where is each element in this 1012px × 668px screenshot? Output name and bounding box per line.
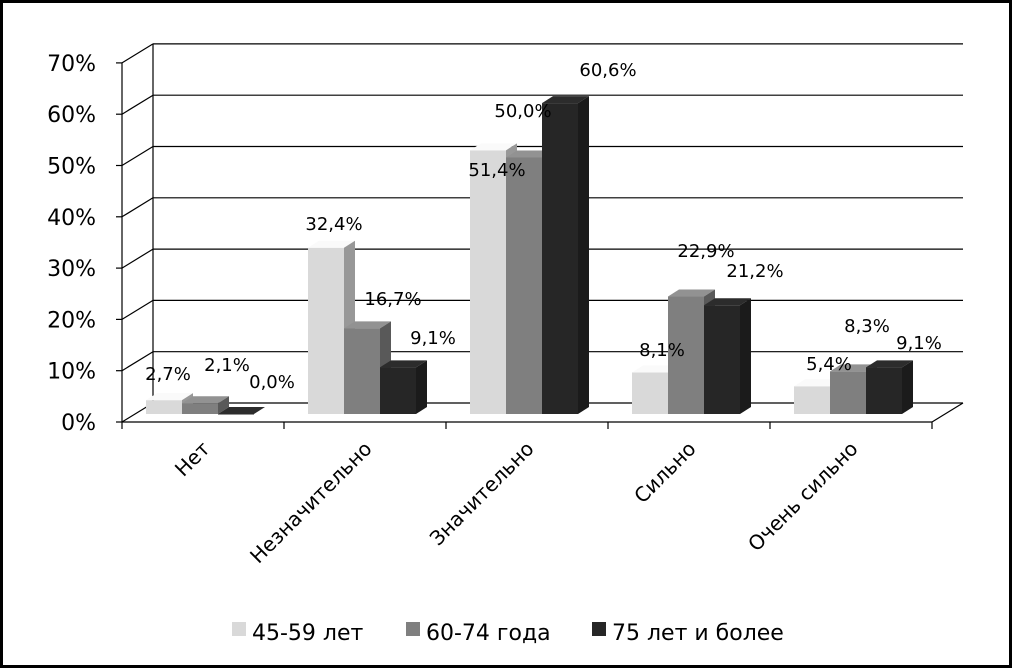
- y-tick-label: 20%: [47, 308, 96, 333]
- gridline-side: [121, 248, 154, 269]
- category-label: Очень сильно: [743, 437, 862, 556]
- gridline-side: [121, 43, 154, 64]
- bar: [182, 396, 229, 414]
- bar-top: [506, 150, 553, 158]
- legend-item: 45-59 лет: [232, 621, 364, 646]
- gridline-side: [121, 351, 154, 372]
- data-label: 0,0%: [249, 372, 295, 393]
- floor-edge: [931, 402, 964, 423]
- bar-front: [506, 157, 542, 414]
- bar-top: [344, 321, 391, 329]
- data-label: 22,9%: [677, 241, 734, 262]
- bar-top: [218, 407, 265, 414]
- data-label: 16,7%: [364, 289, 421, 310]
- bar-side: [902, 360, 913, 414]
- data-label: 51,4%: [468, 160, 525, 181]
- data-labels: 2,7% 32,4% 51,4% 8,1% 5,4% 2,1% 16,7% 50,0% 22,9…: [145, 60, 942, 393]
- legend: 45-59 лет 60-74 года 75 лет и более: [232, 621, 784, 646]
- bar-top: [308, 240, 355, 248]
- y-tick-label: 0%: [61, 411, 96, 436]
- bar-front: [182, 403, 218, 414]
- bar-top: [632, 365, 679, 373]
- y-tick-label: 50%: [47, 155, 96, 180]
- legend-swatch: [232, 622, 246, 636]
- bar-top: [542, 96, 589, 104]
- bar-front: [794, 386, 830, 414]
- bar-top: [866, 360, 913, 368]
- data-label: 2,1%: [204, 355, 250, 376]
- category-label: Нет: [170, 436, 215, 481]
- bar-side: [416, 360, 427, 414]
- bar-front: [380, 367, 416, 414]
- bar: [218, 407, 265, 415]
- bar-top: [704, 298, 751, 306]
- bar-top: [668, 289, 715, 297]
- bar-front: [830, 371, 866, 414]
- bar-top: [146, 393, 193, 401]
- bar-front: [146, 400, 182, 414]
- bar-top: [182, 396, 229, 404]
- bar-side: [218, 396, 229, 414]
- legend-item: 75 лет и более: [592, 621, 784, 646]
- bar-side: [578, 96, 589, 414]
- legend-swatch: [406, 622, 420, 636]
- bar-front: [344, 328, 380, 414]
- legend-item: 60-74 года: [406, 621, 551, 646]
- gridline-side: [121, 145, 154, 167]
- bar-top: [794, 379, 841, 387]
- data-label: 9,1%: [896, 333, 942, 354]
- bar: [704, 298, 751, 414]
- bar-front: [866, 367, 902, 414]
- bar-side: [740, 298, 751, 414]
- bar: [866, 360, 913, 414]
- data-label: 2,7%: [145, 364, 191, 385]
- bars: [146, 96, 913, 415]
- data-label: 60,6%: [579, 60, 636, 81]
- gridline-side: [121, 299, 154, 320]
- bar-top: [380, 360, 427, 368]
- y-tick-label: 10%: [47, 360, 96, 385]
- data-label: 21,2%: [726, 261, 783, 282]
- bar-top: [470, 143, 517, 151]
- gridline-side: [121, 197, 154, 218]
- bar-front: [704, 305, 740, 414]
- category-label: Сильно: [629, 437, 700, 508]
- data-label: 8,3%: [844, 316, 890, 337]
- y-tick-label: 60%: [47, 103, 96, 128]
- bar-front: [308, 247, 344, 414]
- bar-front: [218, 414, 254, 415]
- data-label: 9,1%: [410, 328, 456, 349]
- data-label: 32,4%: [305, 214, 362, 235]
- data-label: 5,4%: [806, 354, 852, 375]
- legend-label: 75 лет и более: [612, 621, 784, 646]
- bar-chart: 0% 10% 20% 30% 40% 50% 60% 70% Нет Незначительно З…: [47, 43, 964, 646]
- bar: [542, 96, 589, 414]
- category-label: Незначительно: [245, 437, 376, 568]
- bar: [344, 321, 391, 414]
- bar: [380, 360, 427, 414]
- legend-swatch: [592, 622, 606, 636]
- legend-label: 60-74 года: [426, 621, 551, 646]
- bar-front: [632, 372, 668, 414]
- legend-label: 45-59 лет: [252, 621, 364, 646]
- bar-front: [668, 296, 704, 414]
- bar-top: [830, 364, 877, 372]
- y-tick-label: 40%: [47, 206, 96, 231]
- bar-front: [470, 150, 506, 414]
- y-tick-label: 70%: [47, 52, 96, 77]
- y-tick-label: 30%: [47, 257, 96, 282]
- category-label: Значительно: [425, 437, 539, 551]
- data-label: 50,0%: [494, 101, 551, 122]
- data-label: 8,1%: [639, 340, 685, 361]
- gridline-side: [121, 94, 154, 115]
- bar-front: [542, 103, 578, 414]
